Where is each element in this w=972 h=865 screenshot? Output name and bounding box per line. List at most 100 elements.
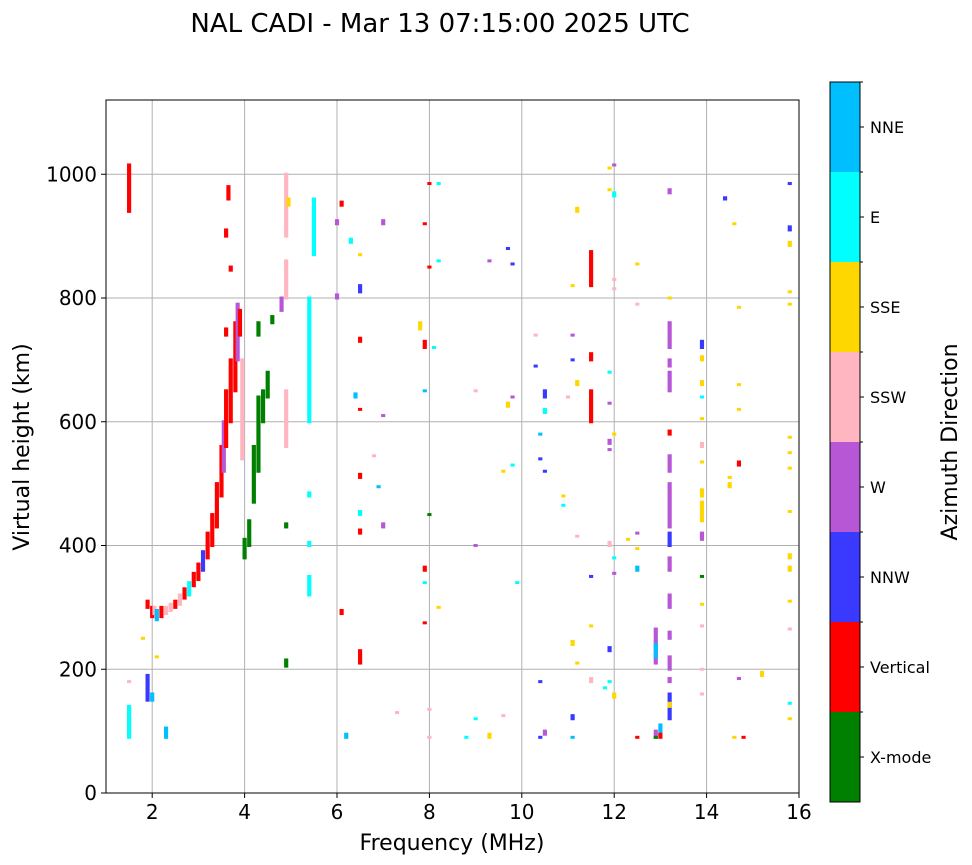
data-point-nne bbox=[353, 392, 358, 399]
y-axis: 0 200 400 600 800 1000 bbox=[46, 162, 106, 805]
data-point-x-mode bbox=[284, 658, 289, 668]
data-point-e bbox=[510, 463, 515, 467]
data-point-e bbox=[307, 296, 312, 424]
data-point-sse bbox=[759, 670, 765, 677]
data-point-w bbox=[279, 296, 284, 312]
data-point-nne bbox=[658, 723, 663, 736]
data-point-sse bbox=[727, 482, 732, 489]
data-point-nnw bbox=[533, 364, 538, 368]
data-point-ssw bbox=[533, 333, 538, 337]
data-point-e bbox=[436, 259, 441, 263]
data-point-e bbox=[787, 701, 792, 705]
x-tick-label: 16 bbox=[786, 800, 811, 824]
data-point-sse bbox=[575, 661, 580, 665]
colorbar-label-w: W bbox=[870, 478, 886, 497]
data-point-sse bbox=[154, 655, 159, 659]
data-point-sse bbox=[736, 407, 742, 411]
data-point-w bbox=[221, 420, 226, 473]
data-point-w bbox=[667, 321, 672, 349]
data-point-w bbox=[667, 358, 672, 368]
data-point-nnw bbox=[589, 574, 594, 578]
data-point-e bbox=[307, 540, 312, 547]
x-tick-label: 12 bbox=[601, 800, 626, 824]
data-point-vertical bbox=[358, 528, 363, 535]
data-point-e bbox=[348, 237, 353, 244]
data-point-sse bbox=[635, 262, 640, 266]
data-point-w bbox=[542, 729, 547, 736]
data-point-sse bbox=[667, 701, 672, 708]
data-point-sse bbox=[787, 509, 792, 513]
data-point-nnw bbox=[542, 389, 547, 399]
data-point-ssw bbox=[699, 624, 705, 628]
data-point-vertical bbox=[422, 339, 427, 349]
x-tick-label: 2 bbox=[146, 800, 159, 824]
data-point-sse bbox=[575, 206, 580, 213]
data-point-nnw bbox=[542, 469, 547, 473]
data-point-ssw bbox=[284, 389, 289, 448]
x-tick-label: 8 bbox=[423, 800, 436, 824]
data-point-w bbox=[699, 531, 705, 541]
data-point-e bbox=[464, 735, 469, 739]
data-point-ssw bbox=[284, 172, 289, 238]
data-point-nne bbox=[150, 692, 155, 702]
data-point-e bbox=[187, 581, 192, 597]
data-point-sse bbox=[575, 380, 580, 387]
data-point-ssw bbox=[168, 602, 173, 612]
data-point-sse bbox=[286, 197, 291, 207]
data-point-vertical bbox=[358, 649, 363, 665]
data-point-vertical bbox=[422, 565, 427, 572]
data-point-sse bbox=[570, 284, 575, 288]
data-point-vertical bbox=[205, 531, 210, 560]
data-point-ssw bbox=[240, 358, 245, 461]
data-point-w bbox=[667, 370, 672, 393]
data-point-sse bbox=[607, 166, 612, 170]
data-point-e bbox=[311, 197, 316, 257]
data-point-w bbox=[667, 188, 672, 195]
data-point-e bbox=[127, 704, 132, 739]
data-point-x-mode bbox=[247, 519, 252, 547]
data-point-vertical bbox=[224, 228, 229, 238]
data-point-nnw bbox=[787, 182, 792, 186]
data-point-ssw bbox=[787, 627, 792, 631]
data-point-nne bbox=[154, 608, 159, 622]
x-axis-label: Frequency (MHz) bbox=[360, 831, 545, 856]
data-point-w bbox=[667, 556, 672, 572]
data-point-nnw bbox=[510, 262, 515, 266]
data-point-sse bbox=[699, 460, 705, 464]
data-point-nne bbox=[653, 643, 658, 659]
data-point-sse bbox=[699, 602, 705, 606]
data-point-sse bbox=[787, 553, 792, 560]
data-point-w bbox=[381, 522, 386, 529]
y-tick-label: 1000 bbox=[46, 162, 97, 186]
data-point-w bbox=[667, 454, 672, 473]
colorbar-label-x-mode: X-mode bbox=[870, 748, 931, 767]
data-point-ssw bbox=[427, 707, 432, 711]
data-point-e bbox=[422, 581, 427, 585]
data-point-sse bbox=[787, 435, 792, 439]
data-point-sse bbox=[787, 240, 792, 247]
data-point-e bbox=[607, 370, 612, 374]
colorbar-label-vertical: Vertical bbox=[870, 658, 930, 677]
data-point-sse bbox=[358, 253, 363, 257]
data-point-nnw bbox=[667, 531, 672, 547]
data-point-nne bbox=[163, 726, 169, 739]
data-point-ssw bbox=[284, 259, 289, 300]
data-point-e bbox=[699, 395, 705, 399]
data-point-x-mode bbox=[284, 522, 289, 529]
data-point-x-mode bbox=[256, 321, 261, 337]
data-point-sse bbox=[612, 692, 617, 699]
data-point-vertical bbox=[224, 389, 229, 448]
y-axis-label: Virtual height (km) bbox=[10, 343, 35, 550]
data-point-nne bbox=[538, 432, 543, 436]
data-point-w bbox=[612, 163, 617, 167]
data-point-vertical bbox=[228, 358, 233, 424]
data-point-w bbox=[334, 219, 340, 226]
data-point-nne bbox=[344, 732, 349, 739]
data-point-sse bbox=[699, 417, 705, 421]
data-point-sse bbox=[561, 494, 566, 498]
data-point-w bbox=[334, 293, 340, 300]
data-point-vertical bbox=[422, 222, 427, 226]
colorbar-label-nnw: NNW bbox=[870, 568, 910, 587]
data-point-e bbox=[542, 407, 547, 414]
data-point-w bbox=[612, 571, 617, 575]
